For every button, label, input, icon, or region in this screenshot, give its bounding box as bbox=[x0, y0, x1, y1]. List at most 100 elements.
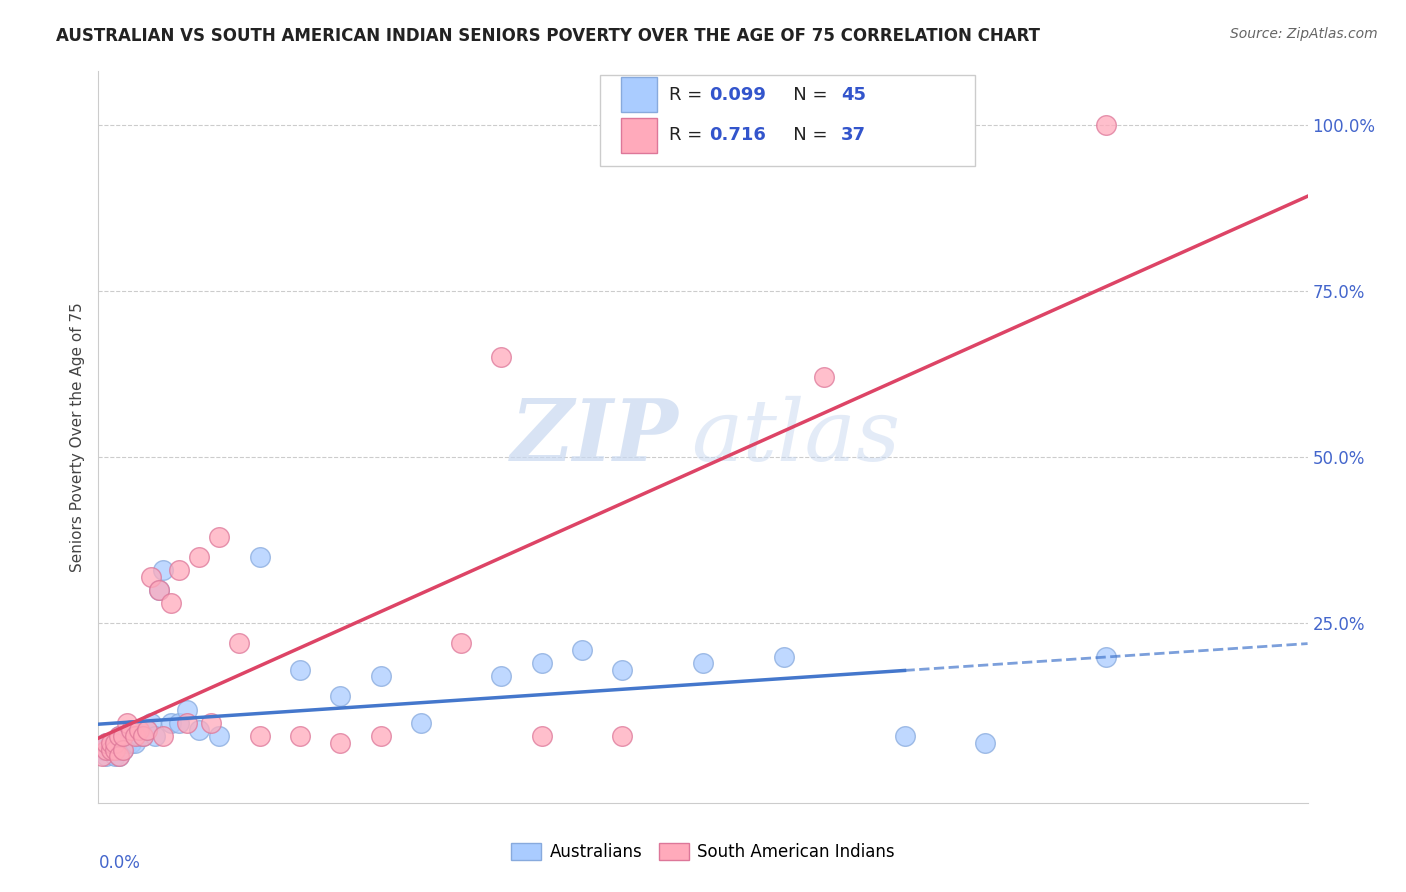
Point bbox=[124, 729, 146, 743]
Legend: Australians, South American Indians: Australians, South American Indians bbox=[505, 836, 901, 868]
Point bbox=[249, 549, 271, 564]
Point bbox=[96, 749, 118, 764]
Point bbox=[111, 736, 134, 750]
Point bbox=[612, 663, 634, 677]
Point bbox=[120, 723, 142, 737]
Point bbox=[208, 729, 231, 743]
Point bbox=[96, 736, 118, 750]
Point bbox=[100, 736, 122, 750]
Point bbox=[111, 742, 134, 756]
Bar bbox=[621, 78, 657, 112]
Point bbox=[329, 736, 352, 750]
Point bbox=[135, 723, 157, 737]
Point bbox=[91, 749, 114, 764]
Point bbox=[128, 723, 150, 737]
Point bbox=[100, 742, 122, 756]
Text: R =: R = bbox=[669, 86, 709, 103]
Text: Source: ZipAtlas.com: Source: ZipAtlas.com bbox=[1230, 27, 1378, 41]
Point bbox=[893, 729, 915, 743]
Point bbox=[135, 723, 157, 737]
Point bbox=[128, 729, 150, 743]
Point bbox=[107, 729, 129, 743]
Point bbox=[107, 749, 129, 764]
Point bbox=[120, 729, 142, 743]
Point bbox=[530, 656, 553, 670]
Point bbox=[491, 351, 513, 365]
Point bbox=[143, 729, 166, 743]
Point bbox=[370, 729, 392, 743]
Text: 45: 45 bbox=[841, 86, 866, 103]
Point bbox=[124, 736, 146, 750]
Point bbox=[974, 736, 997, 750]
Text: N =: N = bbox=[776, 86, 832, 103]
Point bbox=[128, 723, 150, 737]
Point bbox=[450, 636, 472, 650]
Point bbox=[115, 716, 138, 731]
Point bbox=[115, 729, 138, 743]
FancyBboxPatch shape bbox=[600, 75, 976, 167]
Point bbox=[530, 729, 553, 743]
Point bbox=[692, 656, 714, 670]
Y-axis label: Seniors Poverty Over the Age of 75: Seniors Poverty Over the Age of 75 bbox=[69, 302, 84, 572]
Point bbox=[132, 729, 155, 743]
Text: 37: 37 bbox=[841, 126, 866, 145]
Point bbox=[176, 716, 198, 731]
Point bbox=[107, 749, 129, 764]
Point bbox=[249, 729, 271, 743]
Point bbox=[152, 563, 174, 577]
Point bbox=[228, 636, 250, 650]
Point bbox=[107, 729, 129, 743]
Text: ZIP: ZIP bbox=[510, 395, 679, 479]
Point bbox=[91, 742, 114, 756]
Point bbox=[139, 716, 162, 731]
Point bbox=[370, 669, 392, 683]
Point bbox=[1095, 118, 1118, 132]
Point bbox=[208, 530, 231, 544]
Point bbox=[96, 742, 118, 756]
Point bbox=[167, 716, 190, 731]
Point bbox=[100, 742, 122, 756]
Point bbox=[103, 742, 125, 756]
Point bbox=[111, 729, 134, 743]
Point bbox=[148, 582, 170, 597]
Point bbox=[160, 596, 183, 610]
Text: 0.716: 0.716 bbox=[709, 126, 766, 145]
Point bbox=[160, 716, 183, 731]
Text: 0.0%: 0.0% bbox=[98, 854, 141, 872]
Point bbox=[571, 643, 593, 657]
Point bbox=[148, 582, 170, 597]
Point bbox=[188, 723, 211, 737]
Text: N =: N = bbox=[776, 126, 832, 145]
Point bbox=[409, 716, 432, 731]
Point bbox=[288, 663, 311, 677]
Point bbox=[200, 716, 222, 731]
Point bbox=[96, 736, 118, 750]
Point bbox=[188, 549, 211, 564]
Point bbox=[612, 729, 634, 743]
Text: R =: R = bbox=[669, 126, 709, 145]
Text: atlas: atlas bbox=[690, 396, 900, 478]
Point bbox=[152, 729, 174, 743]
Point bbox=[103, 736, 125, 750]
Point bbox=[772, 649, 794, 664]
Point bbox=[288, 729, 311, 743]
Point bbox=[1095, 649, 1118, 664]
Point bbox=[813, 370, 835, 384]
Bar bbox=[621, 118, 657, 153]
Point bbox=[100, 736, 122, 750]
Point bbox=[120, 736, 142, 750]
Point bbox=[491, 669, 513, 683]
Point bbox=[132, 729, 155, 743]
Text: AUSTRALIAN VS SOUTH AMERICAN INDIAN SENIORS POVERTY OVER THE AGE OF 75 CORRELATI: AUSTRALIAN VS SOUTH AMERICAN INDIAN SENI… bbox=[56, 27, 1040, 45]
Point bbox=[167, 563, 190, 577]
Point bbox=[329, 690, 352, 704]
Point bbox=[115, 736, 138, 750]
Point bbox=[103, 749, 125, 764]
Point bbox=[139, 570, 162, 584]
Point bbox=[103, 742, 125, 756]
Point bbox=[103, 736, 125, 750]
Point bbox=[111, 742, 134, 756]
Point bbox=[176, 703, 198, 717]
Text: 0.099: 0.099 bbox=[709, 86, 766, 103]
Point bbox=[107, 742, 129, 756]
